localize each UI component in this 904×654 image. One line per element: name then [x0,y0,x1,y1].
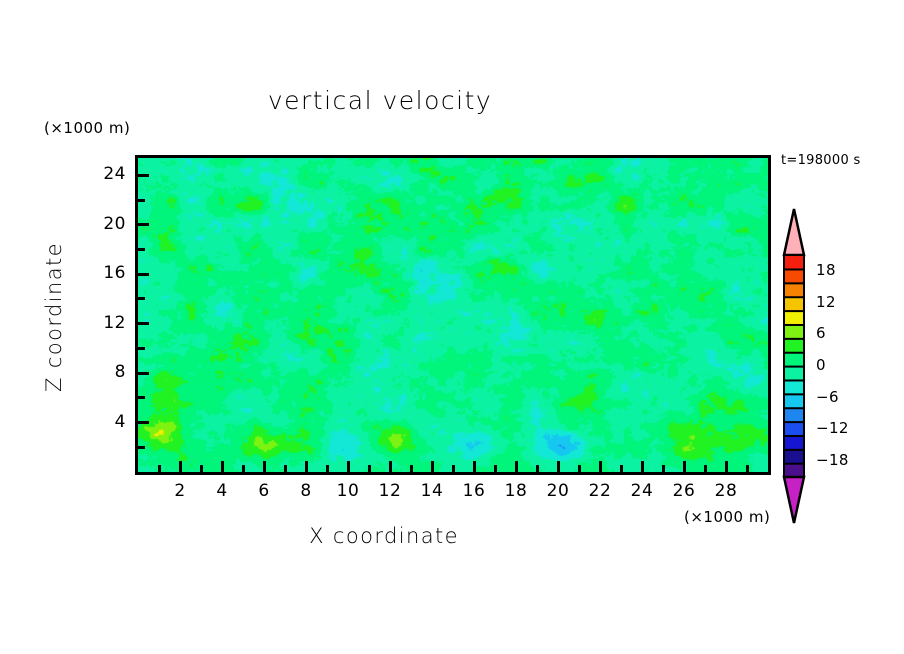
x-tick-label: 8 [300,481,312,501]
x-tick-label: 2 [174,481,186,501]
y-tick-major [138,371,149,375]
contour-plot-area [135,155,771,475]
x-tick-label: 6 [258,481,270,501]
x-tick-minor [619,465,623,472]
y-axis-unit-label: (×1000 m) [44,119,131,137]
y-tick-major [138,421,149,425]
x-tick-major [556,461,560,472]
x-tick-minor [451,465,455,472]
x-tick-major [262,461,266,472]
y-tick-minor [138,247,145,251]
y-tick-major [138,173,149,177]
colorbar-tick-label: 6 [816,324,826,343]
x-tick-minor [703,465,707,472]
x-tick-minor [493,465,497,472]
x-tick-major [304,461,308,472]
y-tick-minor [138,297,145,301]
x-tick-major [514,461,518,472]
x-tick-label: 28 [714,481,738,501]
x-tick-label: 22 [588,481,612,501]
x-tick-label: 14 [420,481,444,501]
x-tick-minor [535,465,539,472]
colorbar-tick-label: −12 [816,419,849,438]
x-tick-label: 20 [546,481,570,501]
colorbar [779,207,809,525]
x-tick-minor [661,465,665,472]
x-tick-minor [241,465,245,472]
colorbar-tick-label: −6 [816,387,839,406]
colorbar-tick-label: 0 [816,356,826,374]
y-tick-label: 16 [103,263,126,284]
x-axis-unit-label: (×1000 m) [684,508,771,526]
x-tick-major [388,461,392,472]
colorbar-tick-label: 18 [816,260,836,279]
colorbar-tick-label: −18 [816,451,849,470]
x-tick-label: 12 [378,481,402,501]
y-tick-minor [138,396,145,400]
x-tick-minor [409,465,413,472]
x-tick-minor [577,465,581,472]
y-tick-label: 4 [114,411,126,432]
x-tick-major [598,461,602,472]
y-tick-label: 20 [103,213,126,234]
x-tick-major [430,461,434,472]
x-tick-major [724,461,728,472]
contour-field-canvas [138,158,768,472]
y-tick-label: 24 [103,164,126,185]
y-tick-major [138,272,149,276]
x-tick-minor [325,465,329,472]
page-title: vertical velocity [267,86,493,115]
y-tick-label: 8 [114,362,126,383]
x-tick-label: 24 [630,481,654,501]
x-tick-major [472,461,476,472]
y-tick-minor [138,346,145,350]
x-tick-label: 4 [216,481,228,501]
x-tick-major [178,461,182,472]
x-tick-label: 16 [462,481,486,501]
x-tick-minor [199,465,203,472]
x-tick-minor [745,465,749,472]
x-tick-label: 26 [672,481,696,501]
colorbar-svg [782,208,806,524]
y-tick-label: 12 [103,312,126,333]
x-tick-major [682,461,686,472]
x-tick-label: 10 [336,481,360,501]
x-tick-minor [283,465,287,472]
x-tick-label: 18 [504,481,528,501]
y-tick-major [138,223,149,227]
y-axis-title: Z coordinate [42,242,66,392]
x-tick-major [640,461,644,472]
x-axis-title: X coordinate [309,524,459,548]
y-tick-major [138,322,149,326]
colorbar-tick-label: 12 [816,292,836,311]
x-tick-minor [157,465,161,472]
timestamp-annotation: t=198000 s [781,153,861,168]
x-tick-major [346,461,350,472]
x-tick-major [220,461,224,472]
y-tick-minor [138,445,145,449]
y-tick-minor [138,198,145,202]
x-tick-minor [367,465,371,472]
